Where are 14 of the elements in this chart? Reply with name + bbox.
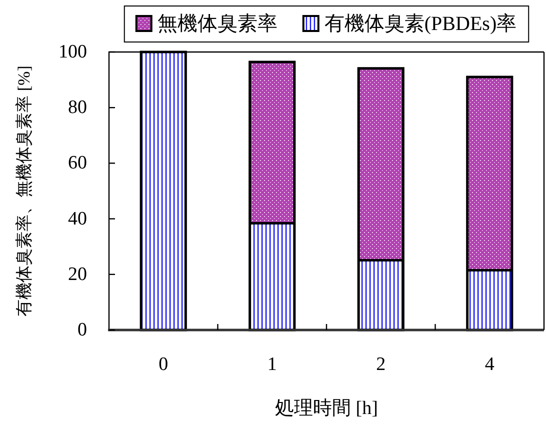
legend-label: 有機体臭素(PBDEs)率 [324,13,517,35]
y-tick-label: 80 [68,97,87,118]
y-tick-label: 100 [58,42,87,62]
legend-label: 無機体臭素率 [157,13,278,35]
x-tick-label: 2 [376,354,386,375]
y-axis-title: 有機体臭素率、無機体臭素率 [%] [14,66,34,316]
x-tick-label: 0 [158,354,168,375]
x-tick-label: 4 [484,354,495,375]
y-tick-label: 40 [68,208,87,230]
x-tick-label: 1 [267,354,277,375]
y-tick-label: 60 [68,152,87,174]
y-tick-label: 0 [78,320,87,340]
y-tick-label: 20 [68,264,87,285]
x-axis-title: 処理時間 [h] [275,398,378,419]
